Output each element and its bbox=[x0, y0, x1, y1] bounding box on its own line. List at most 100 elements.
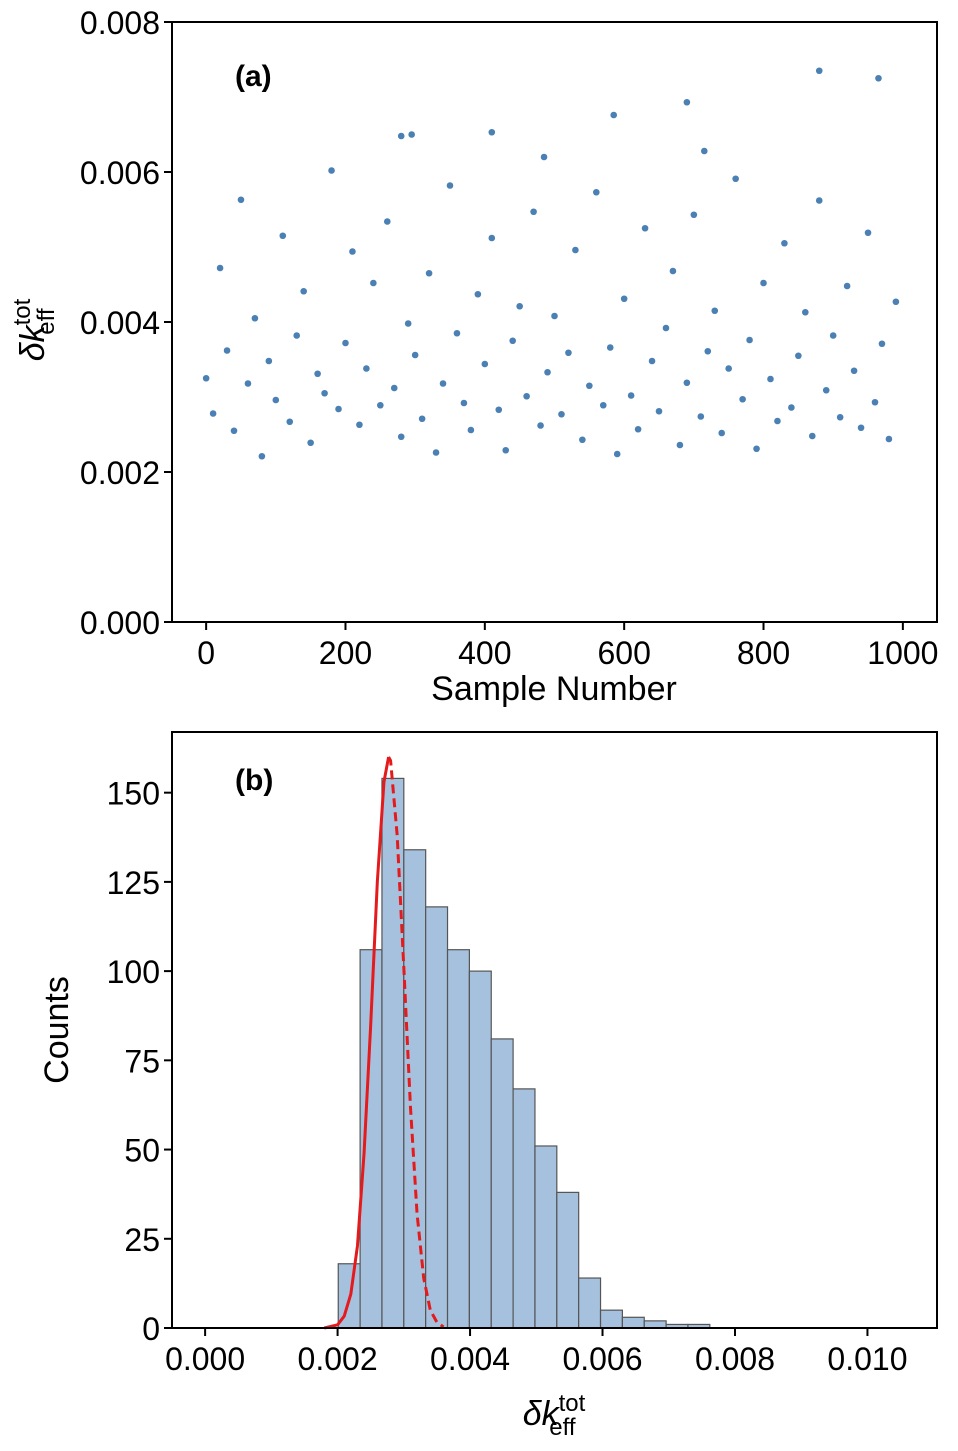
x-tick-label: 0.006 bbox=[562, 1341, 642, 1377]
y-tick-label: 50 bbox=[124, 1133, 160, 1169]
point bbox=[370, 279, 377, 287]
x-tick-label: 400 bbox=[458, 635, 511, 671]
point bbox=[544, 368, 551, 376]
plot-frame bbox=[171, 731, 938, 1329]
bar bbox=[556, 1191, 580, 1329]
x-tick-label: 800 bbox=[737, 635, 790, 671]
point bbox=[342, 339, 349, 347]
x-tick-label: 0.004 bbox=[430, 1341, 510, 1377]
point bbox=[530, 208, 537, 216]
y-tick-label: 0.004 bbox=[80, 305, 160, 341]
point bbox=[683, 98, 691, 106]
point bbox=[648, 357, 656, 365]
point bbox=[850, 367, 858, 375]
point bbox=[202, 374, 210, 382]
point bbox=[815, 67, 823, 75]
point bbox=[836, 413, 844, 421]
point bbox=[808, 432, 816, 440]
point bbox=[432, 449, 440, 456]
point bbox=[822, 386, 830, 394]
y-tick-label: 75 bbox=[124, 1043, 160, 1079]
point bbox=[377, 401, 384, 409]
point bbox=[690, 211, 698, 219]
point bbox=[815, 197, 823, 204]
y-tick-label: 0.000 bbox=[80, 605, 160, 641]
x-tick-label: 1000 bbox=[867, 635, 938, 671]
x-tick-label: 200 bbox=[319, 635, 372, 671]
point bbox=[439, 380, 447, 387]
point bbox=[767, 375, 774, 383]
panel-label: (b) bbox=[235, 764, 273, 797]
point bbox=[746, 336, 753, 344]
point bbox=[383, 218, 391, 225]
point bbox=[397, 132, 405, 140]
bar bbox=[468, 970, 492, 1329]
point bbox=[502, 446, 510, 454]
y-tick-label: 25 bbox=[124, 1222, 160, 1258]
x-tick-label: 0.008 bbox=[695, 1341, 775, 1377]
point bbox=[300, 287, 307, 295]
point bbox=[655, 407, 663, 415]
point bbox=[857, 424, 865, 432]
point bbox=[265, 357, 273, 365]
point bbox=[349, 248, 356, 255]
bar bbox=[403, 849, 427, 1329]
x-tick-label: 600 bbox=[597, 635, 650, 671]
point bbox=[781, 239, 788, 247]
point bbox=[474, 290, 482, 298]
point bbox=[795, 352, 802, 360]
point bbox=[537, 422, 544, 429]
plot-frame bbox=[171, 21, 938, 623]
point bbox=[711, 307, 719, 315]
point bbox=[760, 279, 767, 287]
x-axis-title: δktot eff bbox=[523, 1390, 586, 1441]
point bbox=[610, 111, 618, 119]
point bbox=[495, 406, 503, 414]
point bbox=[223, 347, 231, 354]
y-tick-label: 0.008 bbox=[80, 5, 160, 41]
fit-curve bbox=[323, 756, 391, 1330]
x-axis-title-base: δk bbox=[523, 1395, 561, 1433]
x-axis-title-sub: eff bbox=[549, 1414, 576, 1441]
point bbox=[565, 349, 572, 357]
point bbox=[460, 399, 468, 407]
x-tick-label: 0 bbox=[197, 635, 215, 671]
point bbox=[606, 344, 614, 351]
point bbox=[753, 445, 760, 453]
point bbox=[209, 410, 217, 417]
point bbox=[551, 312, 558, 320]
point bbox=[864, 229, 872, 237]
y-tick-label: 0.006 bbox=[80, 155, 160, 191]
point bbox=[488, 128, 496, 136]
y-axis-title-base: δk bbox=[14, 323, 52, 361]
point bbox=[579, 436, 586, 444]
point bbox=[627, 392, 635, 399]
point bbox=[718, 429, 726, 437]
point bbox=[613, 450, 621, 458]
point bbox=[411, 351, 419, 359]
point bbox=[843, 282, 851, 290]
point bbox=[871, 398, 879, 406]
y-tick-label: 100 bbox=[107, 954, 160, 990]
point bbox=[509, 337, 516, 345]
point bbox=[356, 421, 363, 429]
point bbox=[230, 427, 238, 435]
point bbox=[216, 264, 224, 272]
point bbox=[286, 418, 294, 426]
bar bbox=[578, 1277, 602, 1329]
point bbox=[516, 302, 523, 310]
bar bbox=[534, 1145, 558, 1329]
y-axis-title-sup: tot bbox=[9, 298, 36, 325]
point bbox=[829, 332, 837, 339]
point bbox=[774, 417, 781, 425]
point bbox=[620, 295, 628, 303]
point bbox=[453, 329, 461, 337]
y-axis-title: Counts bbox=[38, 976, 76, 1084]
point bbox=[683, 379, 691, 387]
bar bbox=[512, 1088, 536, 1329]
point bbox=[321, 389, 328, 397]
point bbox=[885, 435, 893, 443]
point bbox=[739, 395, 746, 403]
point bbox=[390, 384, 398, 392]
point bbox=[875, 74, 882, 82]
